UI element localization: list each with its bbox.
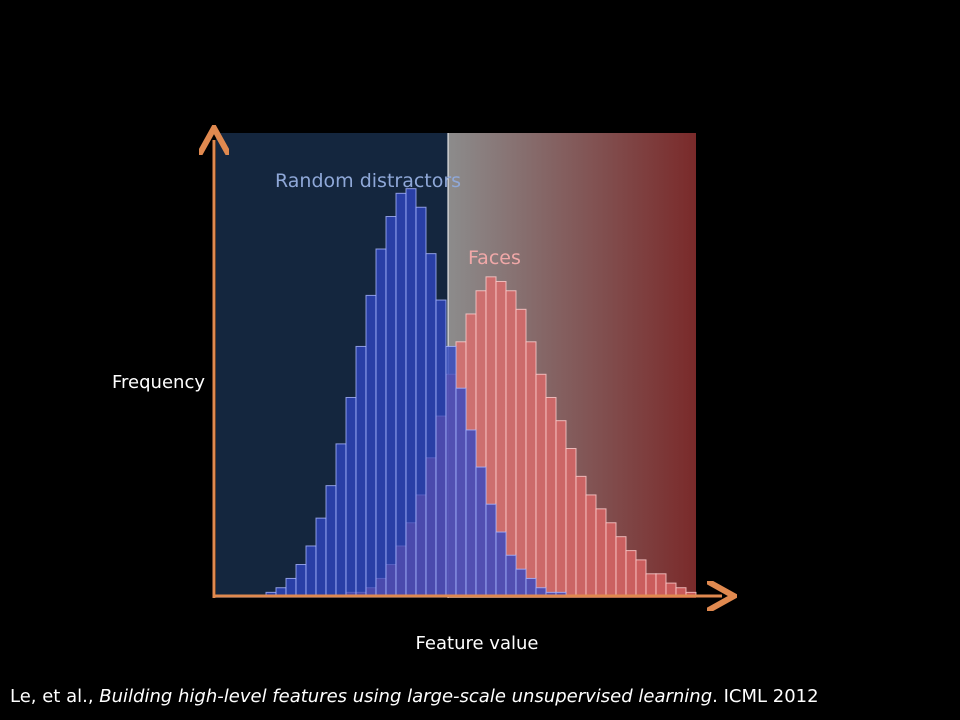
random-distractors-bar xyxy=(325,485,337,598)
faces-bar xyxy=(635,559,647,598)
random-distractors-bar xyxy=(515,568,527,598)
citation-venue: . ICML 2012 xyxy=(712,686,819,707)
random-distractors-bar xyxy=(435,299,447,598)
citation: Le, et al., Building high-level features… xyxy=(10,686,819,707)
faces-bar xyxy=(535,373,547,598)
random-distractors-bar xyxy=(295,564,307,598)
random-distractors-bar xyxy=(345,396,357,598)
random-distractors-bar xyxy=(385,216,397,598)
faces-bar xyxy=(555,420,567,598)
citation-authors: Le, et al., xyxy=(10,686,100,707)
x-axis-label: Feature value xyxy=(416,633,539,654)
random-distractors-bar xyxy=(455,387,467,598)
random-distractors-bar xyxy=(485,503,497,598)
faces-bar xyxy=(585,494,597,598)
citation-title: Building high-level features using large… xyxy=(99,686,713,707)
series-label-random-distractors: Random distractors xyxy=(275,170,461,192)
random-distractors-bar xyxy=(465,429,477,598)
random-distractors-bar xyxy=(505,554,517,598)
faces-bar xyxy=(595,508,607,598)
faces-bar xyxy=(625,550,637,598)
random-distractors-bar xyxy=(355,345,367,598)
faces-bar xyxy=(655,573,667,598)
random-distractors-bar xyxy=(375,248,387,598)
faces-bar xyxy=(545,396,557,598)
faces-bar xyxy=(645,573,657,598)
faces-bar xyxy=(605,522,617,598)
random-distractors-bar xyxy=(335,443,347,598)
random-distractors-bar xyxy=(365,294,377,598)
random-distractors-bar xyxy=(525,577,537,598)
random-distractors-bar xyxy=(315,517,327,598)
faces-bar xyxy=(505,290,517,598)
random-distractors-bar xyxy=(305,545,317,598)
random-distractors-bar xyxy=(495,531,507,598)
y-axis-label: Frequency xyxy=(112,372,205,393)
random-distractors-bar xyxy=(285,577,297,598)
random-distractors-bar xyxy=(425,253,437,598)
faces-bar xyxy=(515,308,527,598)
random-distractors-bar xyxy=(475,466,487,598)
faces-bar xyxy=(525,341,537,598)
faces-bar xyxy=(565,448,577,598)
random-distractors-bar xyxy=(395,192,407,598)
random-distractors-bar xyxy=(415,206,427,598)
faces-bar xyxy=(575,475,587,598)
random-distractors-bar xyxy=(445,345,457,598)
faces-bar xyxy=(615,536,627,598)
random-distractors-bar xyxy=(405,188,417,598)
series-label-faces: Faces xyxy=(468,247,521,269)
